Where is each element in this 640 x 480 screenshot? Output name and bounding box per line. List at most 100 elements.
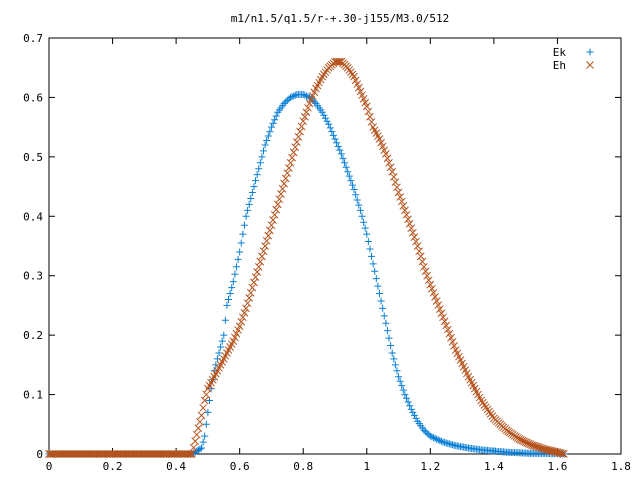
series-ek — [45, 90, 568, 458]
data-point-eh — [267, 221, 276, 230]
data-point-eh — [401, 206, 409, 215]
data-point-eh — [540, 445, 549, 454]
data-point-eh — [304, 103, 312, 112]
data-point-eh — [286, 158, 295, 167]
x-tick-label: 0 — [46, 460, 53, 473]
data-point-ek — [269, 119, 277, 127]
y-tick-label: 0.5 — [23, 151, 43, 164]
data-point-ek — [409, 408, 417, 416]
data-point-eh — [283, 169, 292, 178]
data-point-ek — [217, 343, 225, 351]
data-point-ek — [341, 159, 349, 167]
legend-label-eh: Eh — [553, 59, 566, 72]
data-point-eh — [242, 304, 250, 313]
data-point-eh — [447, 333, 455, 342]
data-point-ek — [361, 224, 369, 232]
data-point-eh — [189, 443, 198, 452]
data-point-ek — [288, 93, 296, 101]
data-point-ek — [358, 212, 366, 220]
data-point-eh — [202, 390, 211, 399]
data-point-ek — [282, 98, 290, 106]
data-point-ek — [290, 92, 298, 100]
data-point-ek — [266, 128, 274, 136]
data-point-eh — [558, 449, 567, 458]
data-point-ek — [395, 373, 403, 381]
data-point-eh — [418, 257, 427, 266]
data-point-ek — [396, 377, 404, 385]
data-point-eh — [248, 283, 257, 292]
data-point-eh — [381, 150, 390, 158]
data-point-ek — [434, 436, 442, 444]
data-point-ek — [360, 218, 368, 226]
data-point-ek — [240, 221, 248, 229]
data-point-eh — [288, 153, 296, 162]
data-point-eh — [297, 122, 306, 131]
data-point-eh — [383, 154, 392, 163]
data-point-ek — [407, 405, 415, 413]
data-point-ek — [326, 124, 334, 132]
data-point-ek — [369, 260, 377, 268]
data-point-eh — [300, 112, 309, 121]
x-tick-label: 1.2 — [420, 460, 440, 473]
data-point-ek — [223, 301, 231, 309]
legend-marker-ek — [586, 48, 594, 56]
series-eh — [45, 57, 568, 458]
data-point-ek — [255, 165, 263, 173]
data-point-ek — [234, 255, 242, 263]
data-point-ek — [353, 196, 361, 204]
data-point-eh — [439, 313, 447, 322]
series-layer — [45, 57, 568, 458]
data-point-ek — [247, 194, 255, 202]
data-point-ek — [333, 139, 341, 147]
data-point-ek — [204, 408, 212, 416]
data-point-eh — [450, 342, 459, 350]
data-point-ek — [372, 275, 380, 283]
data-point-ek — [263, 137, 271, 145]
data-point-ek — [431, 434, 439, 442]
data-point-eh — [186, 450, 195, 458]
data-point-ek — [375, 290, 383, 298]
data-point-eh — [277, 190, 285, 198]
data-point-ek — [352, 191, 360, 199]
data-point-eh — [388, 167, 397, 176]
x-tick-label: 0.2 — [103, 460, 123, 473]
data-point-ek — [436, 437, 444, 445]
data-point-eh — [272, 205, 281, 214]
chart-title: m1/n1.5/q1.5/r-+.30-j155/M3.0/512 — [231, 12, 450, 25]
data-point-eh — [547, 446, 555, 455]
axis-ticks: 0 0.2 0.4 0.6 0.8 1 1.2 1.4 1.6 1.8 0 0.1 0.2 0.3 0.4 0… — [23, 32, 631, 473]
data-point-eh — [334, 57, 343, 66]
y-tick-label: 0.3 — [23, 270, 43, 283]
data-point-eh — [550, 447, 559, 456]
data-point-ek — [207, 385, 215, 393]
data-point-eh — [412, 237, 420, 246]
data-point-eh — [405, 219, 414, 228]
data-point-ek — [347, 177, 355, 185]
data-point-eh — [254, 262, 263, 271]
data-point-eh — [367, 118, 376, 126]
data-point-ek — [342, 163, 350, 171]
data-point-ek — [236, 248, 244, 256]
data-point-ek — [264, 132, 272, 140]
data-point-ek — [390, 355, 398, 363]
y-tick-label: 0.7 — [23, 32, 43, 45]
data-point-eh — [237, 317, 246, 326]
data-point-eh — [410, 233, 419, 241]
data-point-ek — [355, 201, 363, 209]
data-point-ek — [391, 361, 399, 369]
data-point-eh — [416, 252, 425, 261]
data-point-ek — [239, 230, 247, 238]
data-point-ek — [363, 230, 371, 238]
data-point-ek — [380, 312, 388, 320]
data-point-eh — [397, 197, 406, 206]
data-point-eh — [442, 321, 451, 330]
data-point-eh — [542, 445, 551, 454]
data-point-ek — [218, 337, 226, 345]
data-point-ek — [232, 263, 240, 271]
data-point-eh — [413, 242, 422, 250]
data-point-eh — [273, 200, 282, 209]
data-point-eh — [385, 158, 393, 167]
data-point-ek — [377, 297, 385, 305]
data-point-ek — [345, 172, 353, 180]
data-point-ek — [253, 171, 261, 179]
